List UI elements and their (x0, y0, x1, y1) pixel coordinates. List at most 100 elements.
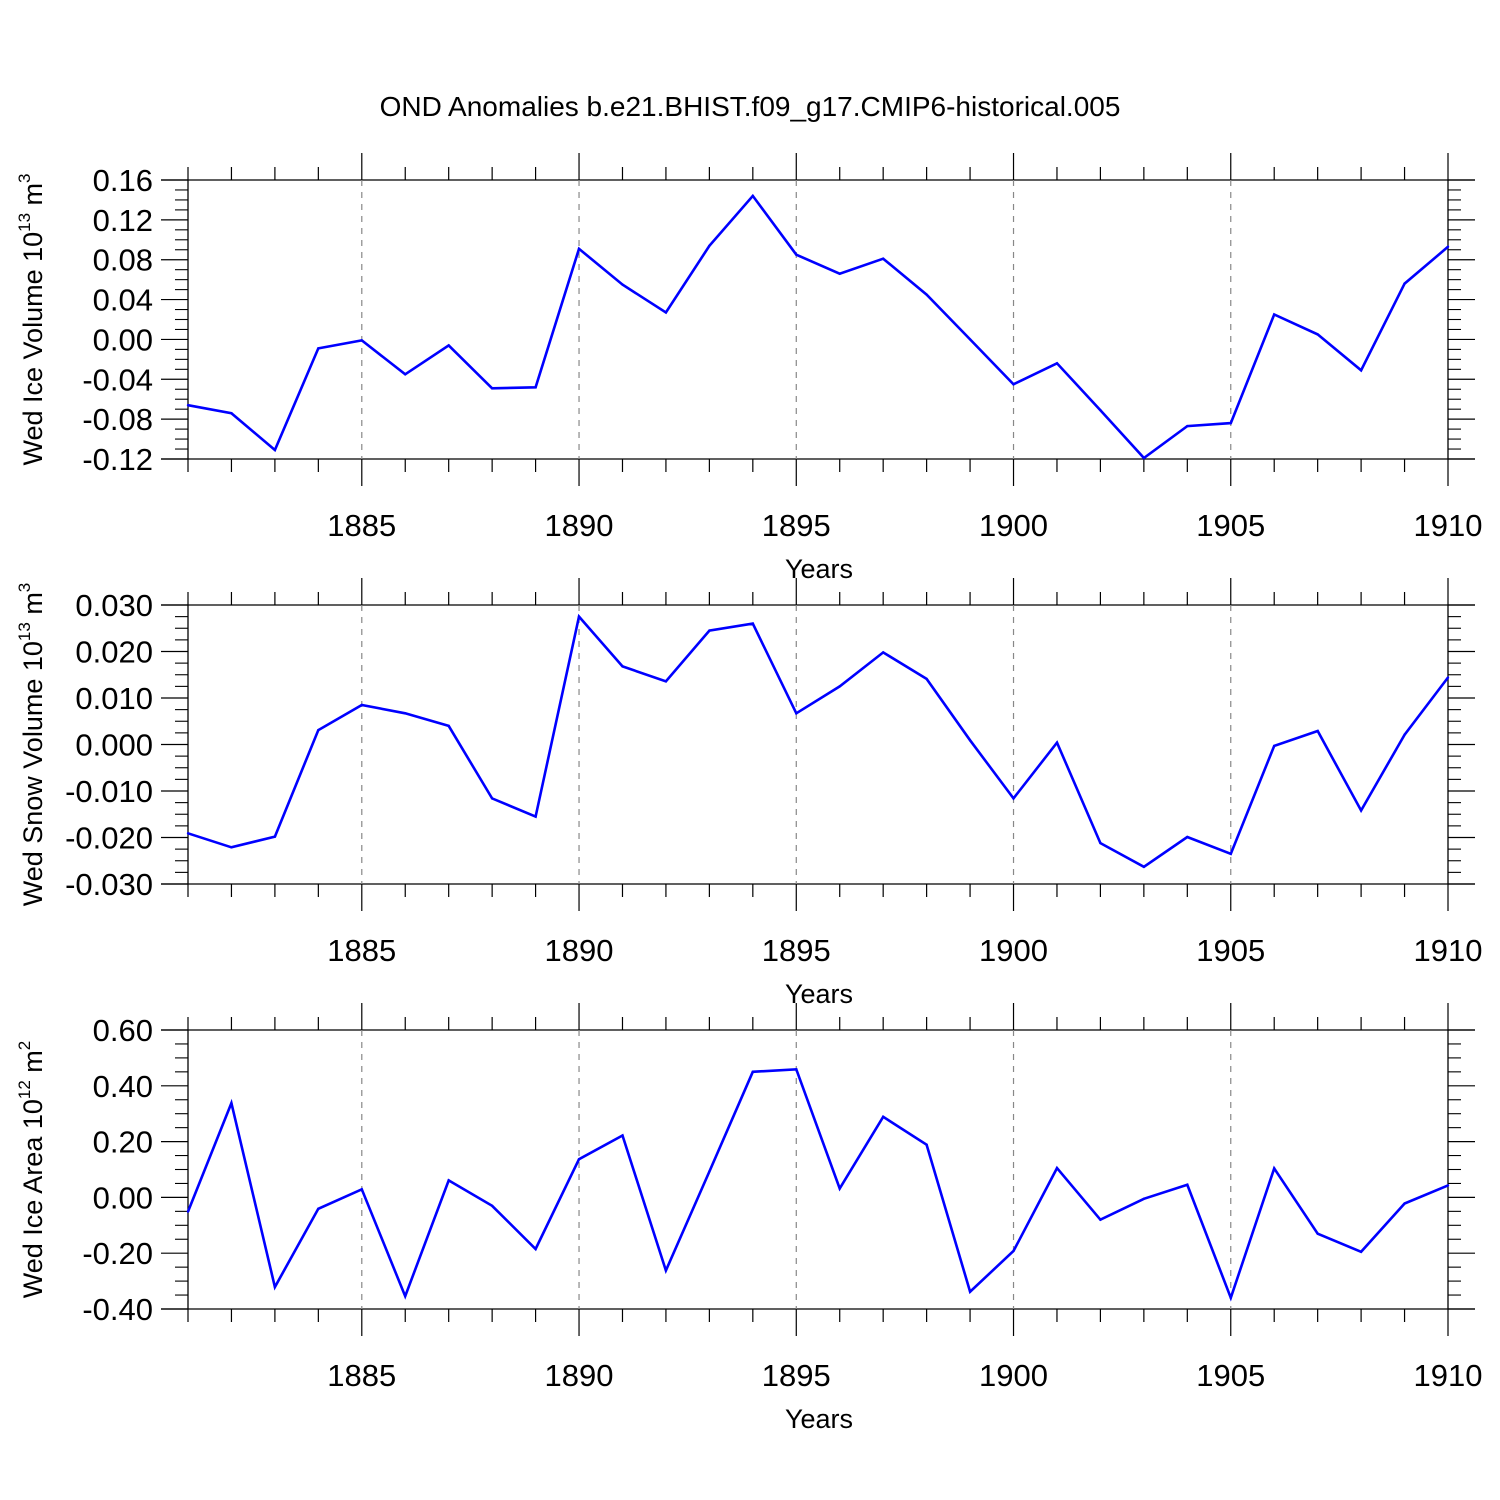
data-point-1888 (490, 1204, 494, 1207)
data-point-1901 (1055, 362, 1059, 365)
data-point-1884 (317, 347, 320, 350)
y-tick-label: -0.04 (82, 362, 153, 397)
snow-volume-panel: -0.030 -0.020 -0.010 0.000 0.010 0.020 0.030 18… (15, 578, 1482, 1009)
y-tick-label: 0.12 (93, 203, 153, 238)
data-point-1897 (881, 651, 885, 654)
data-point-1893 (708, 244, 711, 247)
y-tick-label: 0.08 (93, 243, 153, 278)
x-tick-label: 1905 (1196, 508, 1265, 543)
data-point-1881 (186, 1210, 190, 1213)
data-point-1903 (1142, 1197, 1146, 1200)
data-point-1893 (708, 629, 711, 632)
data-point-1890 (577, 1157, 581, 1161)
data-point-1896 (838, 1187, 841, 1190)
data-point-1886 (404, 373, 407, 376)
x-tick-label: 1900 (979, 508, 1048, 543)
y-tick-label: 0.00 (93, 322, 153, 357)
y-tick-label: 0.010 (75, 681, 153, 716)
x-tick-label: 1905 (1196, 933, 1265, 968)
figure-title: OND Anomalies b.e21.BHIST.f09_g17.CMIP6-… (380, 91, 1121, 122)
x-tick-label: 1895 (762, 933, 831, 968)
data-point-1895 (795, 1068, 798, 1071)
data-point-1900 (1012, 797, 1015, 800)
data-point-1908 (1359, 369, 1363, 372)
y-tick-label: 0.16 (93, 163, 153, 198)
x-tick-label: 1910 (1414, 508, 1483, 543)
data-point-1908 (1359, 809, 1363, 812)
data-point-1901 (1055, 741, 1059, 744)
data-point-1899 (968, 1290, 972, 1293)
y-tick-label: 0.020 (75, 635, 153, 670)
data-point-1893 (708, 1170, 711, 1173)
x-tick-label: 1895 (762, 1358, 831, 1393)
data-point-1894 (751, 194, 755, 198)
data-point-1905 (1229, 421, 1232, 425)
data-point-1900 (1012, 1249, 1015, 1253)
data-point-1905 (1229, 1296, 1232, 1300)
x-tick-label: 1905 (1196, 1358, 1265, 1393)
data-point-1897 (881, 257, 885, 260)
data-point-1887 (447, 724, 450, 728)
data-series-line (186, 1067, 1449, 1302)
y-axis-label: Wed Snow Volume 1013 m3 (15, 583, 48, 907)
data-point-1883 (273, 835, 277, 838)
data-point-1903 (1142, 865, 1146, 868)
x-axis-label: Years (785, 979, 853, 1009)
data-point-1886 (404, 712, 407, 715)
y-tick-label: -0.020 (65, 821, 153, 856)
data-point-1898 (925, 677, 928, 681)
data-point-1908 (1359, 1250, 1363, 1254)
y-tick-label: -0.12 (82, 442, 153, 477)
data-point-1881 (186, 832, 190, 835)
data-point-1906 (1273, 744, 1276, 748)
data-series-line (187, 193, 1449, 460)
y-tick-label: -0.20 (82, 1236, 153, 1271)
x-tick-label: 1885 (327, 508, 396, 543)
data-point-1907 (1316, 1232, 1319, 1235)
data-point-1897 (881, 1115, 885, 1118)
x-tick-label: 1890 (545, 508, 614, 543)
data-point-1888 (490, 797, 494, 800)
data-point-1904 (1186, 1183, 1189, 1187)
x-tick-label: 1890 (545, 933, 614, 968)
y-tick-label: 0.00 (93, 1180, 153, 1215)
data-point-1892 (664, 311, 668, 314)
y-tick-label: -0.010 (65, 774, 153, 809)
data-point-1906 (1273, 313, 1276, 316)
data-point-1910 (1446, 1184, 1450, 1187)
data-point-1885 (360, 1188, 363, 1191)
y-tick-label: 0.030 (75, 588, 153, 623)
y-tick-label: -0.030 (65, 867, 153, 902)
data-point-1895 (795, 253, 798, 256)
x-tick-label: 1890 (545, 1358, 614, 1393)
data-point-1887 (447, 1179, 450, 1182)
data-point-1884 (317, 728, 320, 732)
data-point-1894 (751, 622, 755, 625)
data-point-1891 (621, 665, 624, 668)
data-point-1882 (230, 411, 233, 415)
y-tick-label: -0.08 (82, 402, 153, 437)
data-point-1895 (795, 712, 798, 715)
data-point-1909 (1403, 733, 1406, 736)
data-point-1902 (1099, 408, 1102, 412)
data-point-1910 (1446, 245, 1450, 248)
data-point-1891 (621, 283, 624, 286)
data-point-1888 (490, 387, 494, 390)
ice-volume-panel: -0.12 -0.08 -0.04 0.00 0.04 0.08 0.12 0.16 1885 1… (15, 153, 1482, 584)
data-point-1899 (968, 739, 972, 742)
y-tick-label: 0.04 (93, 283, 153, 318)
y-axis-label: Wed Ice Area 1012 m2 (15, 1041, 48, 1299)
data-point-1901 (1055, 1166, 1059, 1170)
y-tick-label: 0.60 (93, 1013, 153, 1048)
data-point-1890 (577, 247, 581, 250)
data-point-1891 (621, 1134, 624, 1137)
data-point-1890 (577, 615, 581, 618)
data-point-1883 (273, 448, 277, 452)
data-point-1884 (317, 1207, 320, 1211)
data-point-1907 (1316, 729, 1319, 733)
data-point-1902 (1099, 1218, 1102, 1221)
data-point-1885 (360, 703, 363, 707)
x-tick-label: 1900 (979, 933, 1048, 968)
data-point-1883 (273, 1285, 277, 1289)
x-tick-label: 1900 (979, 1358, 1048, 1393)
